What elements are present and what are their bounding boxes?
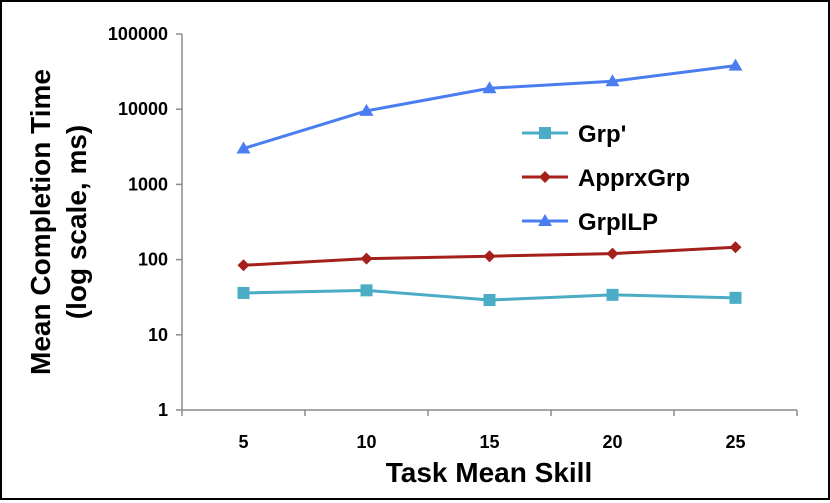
data-point-triangle bbox=[482, 81, 497, 94]
x-tick-label: 5 bbox=[238, 432, 248, 452]
series-apprxgrp bbox=[237, 241, 742, 272]
x-ticks: 5 10 15 20 25 bbox=[181, 410, 798, 452]
data-point-square bbox=[360, 284, 373, 297]
data-point-square bbox=[729, 291, 742, 304]
legend-label: GrpILP bbox=[578, 209, 658, 236]
series-grpilp bbox=[236, 58, 743, 154]
legend-item: ApprxGrp bbox=[522, 165, 690, 192]
data-point-diamond bbox=[360, 252, 373, 265]
data-point-square bbox=[606, 288, 619, 301]
series-line bbox=[243, 64, 736, 150]
x-tick-label: 25 bbox=[725, 432, 745, 452]
data-point-square bbox=[237, 286, 250, 299]
y-tick-label: 100000 bbox=[108, 24, 168, 44]
series-grp- bbox=[237, 284, 742, 307]
data-point-diamond bbox=[729, 241, 742, 254]
y-axis-title: Mean Completion Time (log scale, ms) bbox=[25, 69, 92, 375]
data-point-diamond bbox=[237, 259, 250, 272]
data-point-square bbox=[539, 127, 551, 139]
data-point-triangle bbox=[605, 74, 620, 87]
legend-label: ApprxGrp bbox=[578, 165, 690, 192]
y-tick-label: 100 bbox=[138, 250, 168, 270]
data-point-diamond bbox=[606, 247, 619, 260]
y-tick-label: 10 bbox=[148, 325, 168, 345]
data-point-diamond bbox=[483, 250, 496, 263]
data-point-triangle bbox=[236, 141, 251, 154]
x-tick-label: 20 bbox=[602, 432, 622, 452]
y-tick-label: 1000 bbox=[128, 174, 168, 194]
x-axis-title: Task Mean Skill bbox=[386, 457, 592, 488]
data-point-triangle bbox=[359, 103, 374, 116]
chart-axes bbox=[181, 34, 797, 411]
legend: Grp' ApprxGrp GrpILP bbox=[522, 121, 690, 236]
data-point-triangle bbox=[728, 58, 743, 71]
x-tick-label: 10 bbox=[356, 432, 376, 452]
y-tick-label: 1 bbox=[158, 400, 168, 420]
y-tick-label: 10000 bbox=[118, 99, 168, 119]
y-ticks: 1 10 100 1000 10000 100000 bbox=[108, 24, 182, 420]
series-layer bbox=[236, 58, 743, 307]
legend-label: Grp' bbox=[578, 121, 626, 148]
y-axis-title-line2: (log scale, ms) bbox=[61, 125, 92, 320]
data-point-triangle bbox=[538, 214, 552, 226]
legend-item: GrpILP bbox=[522, 209, 658, 236]
x-tick-label: 15 bbox=[479, 432, 499, 452]
data-point-square bbox=[483, 294, 496, 307]
data-point-diamond bbox=[539, 171, 551, 183]
y-axis-title-line1: Mean Completion Time bbox=[25, 69, 56, 375]
legend-item: Grp' bbox=[522, 121, 626, 148]
